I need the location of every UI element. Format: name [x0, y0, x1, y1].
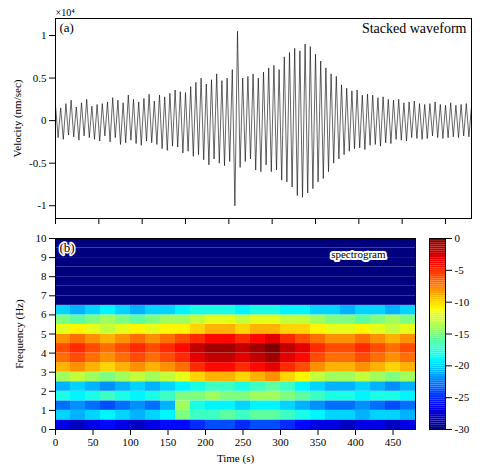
svg-text:1: 1: [41, 404, 47, 416]
svg-text:-20: -20: [455, 359, 470, 371]
svg-text:0: 0: [53, 436, 59, 448]
svg-text:9: 9: [41, 251, 47, 263]
svg-text:Time (s): Time (s): [217, 452, 255, 465]
svg-text:-5: -5: [455, 264, 465, 276]
svg-text:6: 6: [41, 308, 47, 320]
svg-text:350: 350: [310, 436, 327, 448]
svg-text:0: 0: [41, 423, 47, 435]
svg-text:Frequency (Hz): Frequency (Hz): [13, 299, 26, 369]
svg-text:0: 0: [455, 232, 461, 244]
svg-text:8: 8: [41, 270, 47, 282]
svg-text:3: 3: [41, 366, 47, 378]
svg-text:4: 4: [41, 347, 47, 359]
svg-text:50: 50: [88, 436, 100, 448]
svg-text:spectrogram: spectrogram: [331, 248, 386, 260]
svg-text:100: 100: [122, 436, 139, 448]
svg-text:0.5: 0.5: [33, 72, 47, 84]
svg-text:-1: -1: [37, 199, 46, 211]
svg-text:×10⁴: ×10⁴: [56, 7, 76, 18]
svg-text:0: 0: [41, 114, 47, 126]
svg-text:1: 1: [41, 29, 47, 41]
svg-text:5: 5: [41, 328, 47, 340]
svg-text:(b): (b): [60, 240, 75, 255]
svg-text:Stacked waveform: Stacked waveform: [362, 21, 467, 36]
svg-text:250: 250: [235, 436, 252, 448]
svg-text:-15: -15: [455, 328, 470, 340]
svg-text:(a): (a): [60, 20, 74, 35]
svg-text:10: 10: [36, 232, 48, 244]
svg-text:2: 2: [41, 385, 47, 397]
svg-text:150: 150: [160, 436, 177, 448]
svg-text:400: 400: [347, 436, 364, 448]
svg-text:450: 450: [385, 436, 402, 448]
svg-text:7: 7: [41, 289, 47, 301]
svg-text:-30: -30: [455, 423, 470, 435]
svg-text:-25: -25: [455, 391, 470, 403]
svg-text:-0.5: -0.5: [29, 157, 47, 169]
svg-text:200: 200: [197, 436, 214, 448]
svg-text:-10: -10: [455, 296, 470, 308]
svg-text:Velocity (nm/sec): Velocity (nm/sec): [11, 79, 24, 157]
svg-text:300: 300: [272, 436, 289, 448]
